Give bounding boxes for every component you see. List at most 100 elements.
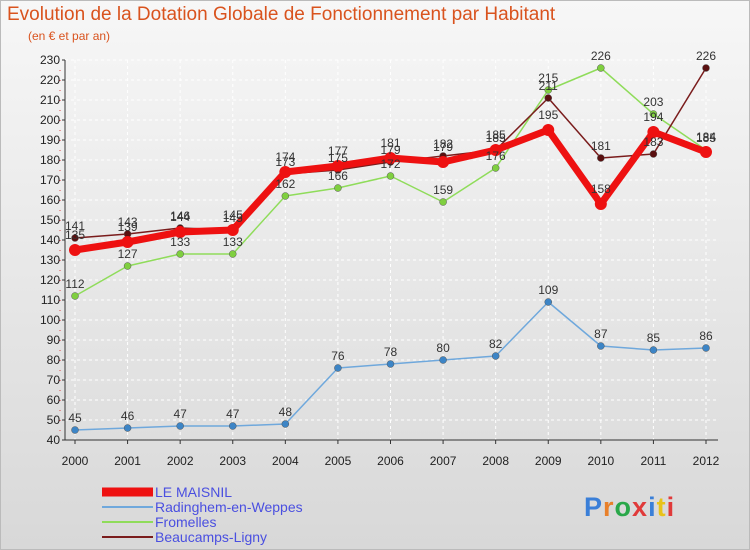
y-tick-label: 120 [40,273,60,287]
x-tick-label: 2009 [535,454,562,468]
y-tick-label: 220 [40,73,60,87]
data-label-beaucamps-ligny: 145 [223,211,243,225]
x-tick-label: 2001 [114,454,141,468]
point-fromelles [176,250,184,258]
data-label-beaucamps-ligny: 182 [433,137,453,151]
point-radinghem-en-weppes [71,426,79,434]
y-tick-label: 160 [40,193,60,207]
y-tick-label: 210 [40,93,60,107]
logo-letter: i [666,492,676,522]
y-tick-label: 110 [41,293,60,307]
point-fromelles [123,262,132,270]
point-beaucamps-ligny [544,94,552,102]
point-beaucamps-ligny [71,234,79,242]
data-label-radinghem-en-weppes: 46 [121,409,135,423]
point-radinghem-en-weppes [649,346,658,354]
x-tick-label: 2011 [641,454,667,468]
x-tick-label: 2004 [272,454,299,468]
grid [65,59,718,441]
series-lines [69,64,712,434]
y-tick-label: 150 [40,213,60,227]
data-label-le-maisnil: 185 [486,128,506,142]
y-tick-label: 170 [40,173,60,187]
point-radinghem-en-weppes [334,364,342,372]
logo-letter: i [648,492,657,522]
point-le-maisnil [437,156,450,168]
y-tick-label: 130 [40,253,60,267]
data-label-le-maisnil: 179 [433,140,453,154]
point-radinghem-en-weppes [702,344,710,352]
y-tick-label: 140 [40,233,60,247]
point-radinghem-en-weppes [281,420,290,428]
point-radinghem-en-weppes [439,356,447,364]
data-label-le-maisnil: 144 [170,210,190,224]
point-le-maisnil [647,126,660,138]
point-radinghem-en-weppes [229,422,237,430]
point-fromelles [334,184,342,192]
y-tick-label: 100 [40,313,60,327]
data-label-beaucamps-ligny: 143 [118,215,138,229]
plot-area [65,60,718,440]
data-label-fromelles: 215 [538,71,558,85]
y-tick-label: 50 [47,413,61,427]
data-label-radinghem-en-weppes: 47 [173,407,187,421]
data-label-le-maisnil: 184 [696,130,716,144]
data-label-beaucamps-ligny: 185 [486,131,506,145]
data-label-beaucamps-ligny: 181 [591,139,611,153]
y-tick-label: 60 [47,393,61,407]
point-le-maisnil [489,144,502,156]
x-tick-label: 2003 [219,454,246,468]
point-radinghem-en-weppes [491,352,500,360]
data-label-radinghem-en-weppes: 87 [594,327,608,341]
point-beaucamps-ligny [702,64,710,72]
y-tick-label: 90 [47,333,61,347]
y-tick-label: 40 [47,433,61,447]
data-label-fromelles: 112 [65,277,84,291]
data-label-radinghem-en-weppes: 47 [226,407,240,421]
data-label-beaucamps-ligny: 146 [170,209,190,223]
point-le-maisnil [594,198,607,210]
data-label-beaucamps-ligny: 173 [275,155,295,169]
data-label-radinghem-en-weppes: 109 [538,283,558,297]
point-fromelles [281,192,290,200]
logo-letter: x [632,492,649,522]
proxiti-logo: Proxiti [584,492,675,523]
point-radinghem-en-weppes [123,424,132,432]
x-tick-label: 2008 [482,454,509,468]
point-le-maisnil [279,166,292,178]
legend: LE MAISNILRadinghem-en-WeppesFromellesBe… [102,484,303,545]
data-label-le-maisnil: 181 [380,136,400,150]
logo-letter: P [584,492,604,522]
x-tick-label: 2002 [167,454,194,468]
data-label-radinghem-en-weppes: 80 [436,341,450,355]
data-label-fromelles: 166 [328,169,348,183]
x-tick-label: 2006 [377,454,404,468]
data-label-radinghem-en-weppes: 85 [647,331,661,345]
x-tick-label: 2010 [587,454,614,468]
point-fromelles [649,110,658,118]
data-label-le-maisnil: 139 [118,220,138,234]
data-label-beaucamps-ligny: 211 [539,79,558,93]
data-label-fromelles: 176 [486,149,506,163]
x-tick-label: 2012 [693,454,720,468]
data-label-beaucamps-ligny: 226 [696,49,716,63]
y-tick-label: 190 [40,133,60,147]
point-beaucamps-ligny [597,154,605,162]
x-tick-label: 2000 [62,454,89,468]
y-tick-label: 200 [40,113,60,127]
point-le-maisnil [226,224,239,236]
data-label-radinghem-en-weppes: 45 [68,411,82,425]
point-fromelles [544,86,552,94]
data-label-le-maisnil: 145 [223,208,243,222]
point-radinghem-en-weppes [176,422,184,430]
logo-letter: r [603,492,615,522]
axes: 40 50 60 70 80 90 100 110 120 130 140 150 160 170 180 1… [40,53,720,468]
data-label-beaucamps-ligny: 183 [643,135,663,149]
data-label-le-maisnil: 195 [538,108,558,122]
point-radinghem-en-weppes [386,360,395,368]
chart-title: Evolution de la Dotation Globale de Fonc… [7,4,556,25]
data-label-fromelles: 203 [643,95,663,109]
data-label-fromelles: 133 [170,235,190,249]
logo-letter: t [656,492,667,522]
